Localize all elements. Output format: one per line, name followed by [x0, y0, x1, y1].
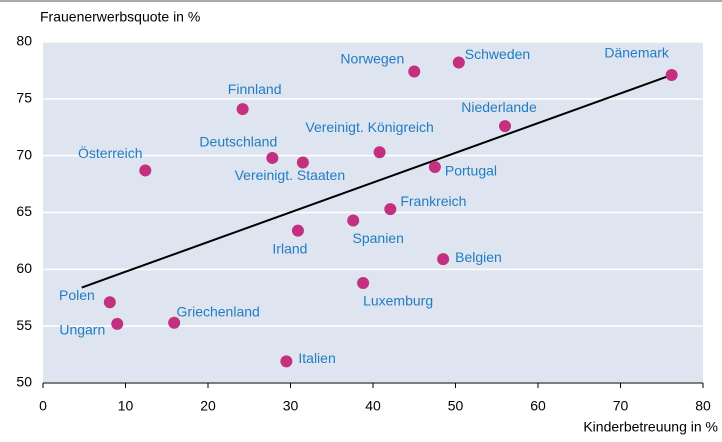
point-label: Polen [59, 287, 95, 303]
point [266, 151, 279, 164]
point-label: Portugal [445, 163, 497, 179]
point [168, 316, 181, 329]
point-label: Irland [272, 240, 307, 256]
point [280, 355, 293, 368]
point-label: Schweden [465, 46, 530, 62]
point-label: Vereinigt. Königreich [305, 119, 433, 135]
point-label: Frankreich [400, 193, 466, 209]
point-label: Vereinigt. Staaten [235, 167, 346, 183]
point [347, 214, 360, 227]
x-axis-label: Kinderbetreuung in % [583, 419, 718, 435]
point [499, 120, 511, 133]
point [437, 253, 450, 266]
x-tick-label: 60 [530, 398, 546, 414]
y-tick-label: 70 [16, 146, 32, 162]
y-tick-label: 60 [16, 260, 32, 276]
point-label: Deutschland [199, 134, 277, 150]
point [408, 65, 421, 78]
point [452, 56, 465, 69]
x-tick-label: 0 [39, 398, 47, 414]
y-tick-label: 80 [16, 33, 32, 49]
point-label: Ungarn [59, 322, 105, 338]
point-label: Finnland [228, 81, 282, 97]
x-tick-label: 40 [365, 398, 381, 414]
point-label: Dänemark [604, 45, 670, 61]
x-tick-label: 70 [613, 398, 629, 414]
point-label: Norwegen [340, 50, 404, 66]
point [357, 276, 370, 289]
trend-line [81, 74, 672, 289]
y-tick-label: 65 [16, 203, 32, 219]
point [111, 317, 124, 330]
point [296, 156, 309, 169]
point [428, 161, 441, 174]
x-tick-label: 10 [118, 398, 134, 414]
point-label: Italien [298, 350, 335, 366]
point-label: Spanien [353, 230, 404, 246]
point [373, 146, 386, 159]
y-tick-label: 75 [16, 90, 32, 106]
x-tick-label: 50 [448, 398, 464, 414]
point-label: Österreich [78, 144, 143, 161]
point-label: Belgien [455, 249, 502, 265]
x-tick-label: 80 [695, 398, 711, 414]
point [236, 103, 249, 116]
point-label: Griechenland [177, 303, 260, 319]
point [103, 296, 116, 309]
point [384, 203, 397, 216]
y-tick-label: 50 [16, 374, 32, 390]
x-tick-label: 20 [200, 398, 216, 414]
y-axis-label: Frauenerwerbsquote in % [40, 9, 200, 25]
point [665, 68, 678, 81]
x-tick-label: 30 [283, 398, 299, 414]
y-tick-label: 55 [16, 317, 32, 333]
point-label: Luxemburg [363, 293, 433, 309]
point [291, 224, 304, 237]
point-label: Niederlande [461, 99, 537, 115]
point [139, 164, 152, 177]
